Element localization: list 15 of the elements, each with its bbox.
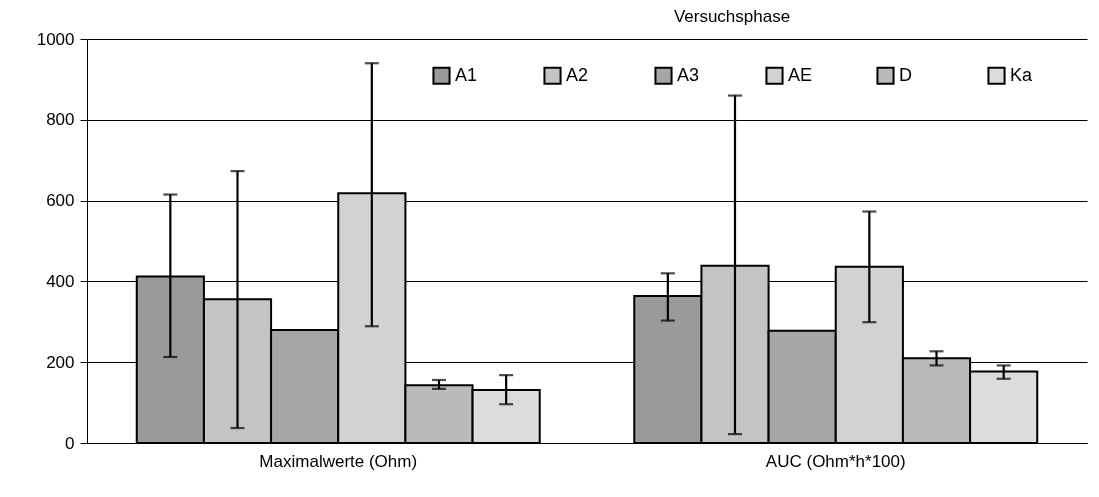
y-tick-label: 0 [65, 433, 75, 453]
legend-label: A1 [455, 64, 478, 85]
legend-label: A3 [677, 64, 700, 85]
x-tick-label: AUC (Ohm*h*100) [765, 451, 906, 471]
x-tick-label: Maximalwerte (Ohm) [259, 451, 418, 471]
legend-title: Versuchsphase [673, 7, 791, 26]
legend-label: D [899, 64, 912, 85]
y-tick-label: 200 [46, 352, 75, 372]
legend-label: Ka [1010, 64, 1034, 85]
y-tick-label: 800 [46, 110, 75, 130]
legend-label: A2 [566, 64, 589, 85]
y-tick-label: 600 [46, 191, 75, 211]
legend-label: AE [788, 64, 813, 85]
y-tick-label: 1000 [36, 29, 75, 49]
y-tick-label: 400 [46, 271, 75, 291]
